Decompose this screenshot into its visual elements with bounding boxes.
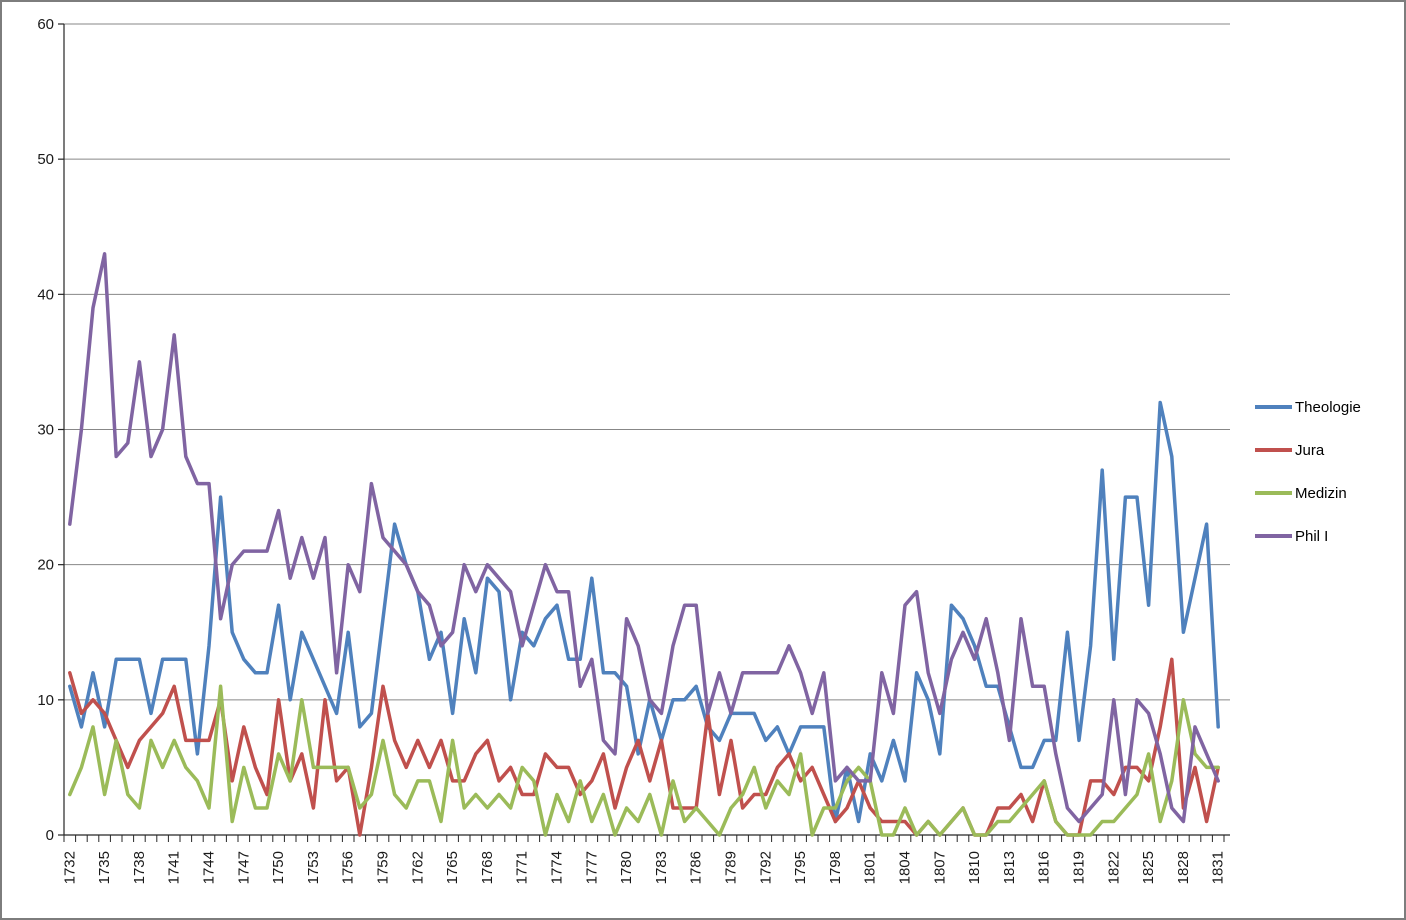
x-tick-label-1774: 1774 — [549, 851, 566, 884]
x-tick-label-1822: 1822 — [1105, 851, 1122, 884]
x-tick-label-1750: 1750 — [270, 851, 287, 884]
x-tick-label-1792: 1792 — [757, 851, 774, 884]
x-tick-label-1753: 1753 — [305, 851, 322, 884]
y-tick-label: 0 — [46, 827, 54, 844]
series-line-phil-i — [68, 252, 1220, 824]
legend-label-jura: Jura — [1295, 441, 1325, 459]
y-tick-label: 20 — [37, 557, 54, 574]
x-tick-label-1735: 1735 — [96, 851, 113, 884]
legend-label-phil-i: Phil I — [1295, 527, 1329, 545]
legend-swatch-phil-i — [1255, 534, 1292, 538]
x-tick-label-1777: 1777 — [583, 851, 600, 884]
x-tick-label-1789: 1789 — [723, 851, 740, 884]
x-tick-label-1768: 1768 — [479, 851, 496, 884]
legend-swatch-jura — [1255, 448, 1292, 452]
x-tick-label-1786: 1786 — [688, 851, 705, 884]
x-tick-label-1816: 1816 — [1036, 851, 1053, 884]
x-tick-label-1762: 1762 — [409, 851, 426, 884]
x-tick-label-1765: 1765 — [444, 851, 461, 884]
legend-label-medizin: Medizin — [1295, 484, 1347, 502]
x-tick-label-1732: 1732 — [61, 851, 78, 884]
y-tick-label: 50 — [37, 151, 54, 168]
series-line-jura — [68, 657, 1220, 837]
legend-label-theologie: Theologie — [1295, 398, 1361, 416]
legend-item-theologie: Theologie — [1255, 397, 1361, 417]
x-tick-label-1825: 1825 — [1140, 851, 1157, 884]
legend-item-phil-i: Phil I — [1255, 526, 1361, 546]
x-tick-label-1741: 1741 — [166, 851, 183, 884]
y-tick-label: 30 — [37, 422, 54, 439]
x-tick-label-1771: 1771 — [514, 851, 531, 884]
x-tick-label-1807: 1807 — [931, 851, 948, 884]
x-tick-label-1795: 1795 — [792, 851, 809, 884]
x-tick-label-1798: 1798 — [827, 851, 844, 884]
x-tick-label-1801: 1801 — [862, 851, 879, 884]
x-tick-label-1804: 1804 — [897, 851, 914, 884]
legend-swatch-theologie — [1255, 405, 1292, 409]
series-line-medizin — [68, 684, 1220, 837]
x-tick-label-1831: 1831 — [1210, 851, 1227, 884]
series-line-theologie — [68, 400, 1220, 824]
y-tick-label: 10 — [37, 692, 54, 709]
x-tick-label-1813: 1813 — [1001, 851, 1018, 884]
x-tick-label-1828: 1828 — [1175, 851, 1192, 884]
legend-swatch-medizin — [1255, 491, 1292, 495]
y-tick-label: 60 — [37, 16, 54, 33]
x-tick-label-1759: 1759 — [375, 851, 392, 884]
legend-item-jura: Jura — [1255, 440, 1361, 460]
legend: Theologie Jura Medizin Phil I — [1255, 397, 1361, 546]
x-tick-label-1738: 1738 — [131, 851, 148, 884]
x-tick-label-1744: 1744 — [201, 851, 218, 884]
x-tick-label-1810: 1810 — [966, 851, 983, 884]
x-tick-label-1756: 1756 — [340, 851, 357, 884]
x-tick-label-1747: 1747 — [235, 851, 252, 884]
x-tick-label-1783: 1783 — [653, 851, 670, 884]
x-tick-label-1819: 1819 — [1071, 851, 1088, 884]
x-tick-label-1780: 1780 — [618, 851, 635, 884]
y-tick-label: 40 — [37, 286, 54, 303]
legend-item-medizin: Medizin — [1255, 483, 1361, 503]
